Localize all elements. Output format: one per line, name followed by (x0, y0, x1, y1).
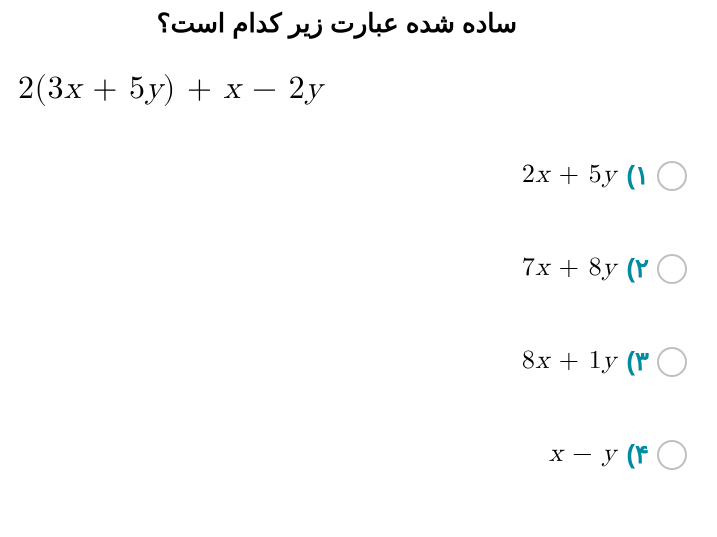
option-1[interactable]: ۱) 2x + 5y (37, 160, 687, 191)
question-title: ساده شده عبارت زیر کدام است؟ (157, 8, 517, 39)
option-number: ۴) (626, 439, 649, 470)
radio-icon[interactable] (657, 347, 687, 377)
option-number: ۲) (626, 253, 649, 284)
option-number: ۱) (626, 160, 649, 191)
option-4[interactable]: ۴) x − y (37, 439, 687, 470)
radio-icon[interactable] (657, 440, 687, 470)
option-math: 2x + 5y (522, 160, 616, 191)
radio-icon[interactable] (657, 161, 687, 191)
option-math: x − y (549, 439, 616, 470)
option-2[interactable]: ۲) 7x + 8y (37, 253, 687, 284)
option-math: 7x + 8y (522, 253, 616, 284)
radio-icon[interactable] (657, 254, 687, 284)
option-math: 8x + 1y (522, 346, 616, 377)
options-container: ۱) 2x + 5y ۲) 7x + 8y ۳) 8x + 1y ۴) x − … (37, 160, 687, 532)
question-expression: 2(3x + 5y) + x − 2y (18, 70, 322, 108)
option-number: ۳) (626, 346, 649, 377)
option-3[interactable]: ۳) 8x + 1y (37, 346, 687, 377)
